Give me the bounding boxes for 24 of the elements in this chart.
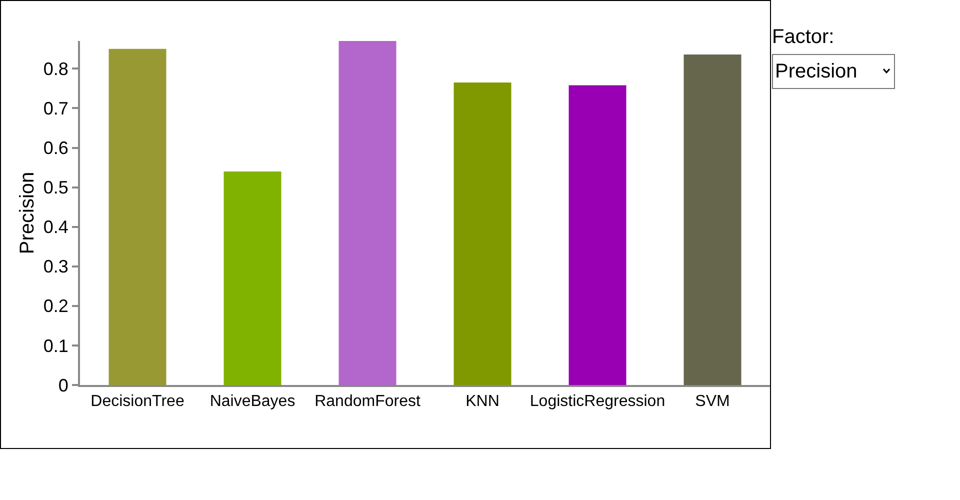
x-tick-label: RandomForest bbox=[314, 393, 421, 410]
x-tick-label: SVM bbox=[695, 393, 730, 410]
x-tick-label: KNN bbox=[466, 393, 500, 410]
y-tick-label: 0 bbox=[58, 375, 68, 396]
y-tick-label: 0.5 bbox=[43, 178, 68, 198]
y-tick-label: 0.8 bbox=[43, 58, 68, 79]
bar bbox=[454, 82, 512, 385]
y-tick-label: 0.3 bbox=[43, 256, 68, 277]
y-tick-label: 0.7 bbox=[43, 98, 68, 119]
y-tick-label: 0.2 bbox=[43, 296, 68, 316]
text: Precision bbox=[775, 60, 858, 82]
bar bbox=[224, 171, 282, 385]
bar bbox=[684, 54, 742, 385]
x-tick-label: LogisticRegression bbox=[530, 393, 666, 410]
x-tick-label: NaiveBayes bbox=[210, 393, 296, 410]
y-tick-label: 0.1 bbox=[43, 336, 68, 356]
bar bbox=[338, 41, 396, 385]
y-tick-label: 0.4 bbox=[43, 217, 68, 238]
x-tick-label: DecisionTree bbox=[90, 393, 184, 410]
bar bbox=[568, 85, 626, 385]
y-axis-title: Precision bbox=[16, 172, 38, 254]
text: Factor: bbox=[772, 26, 834, 48]
y-tick-label: 0.6 bbox=[43, 138, 68, 158]
bar bbox=[108, 48, 166, 385]
